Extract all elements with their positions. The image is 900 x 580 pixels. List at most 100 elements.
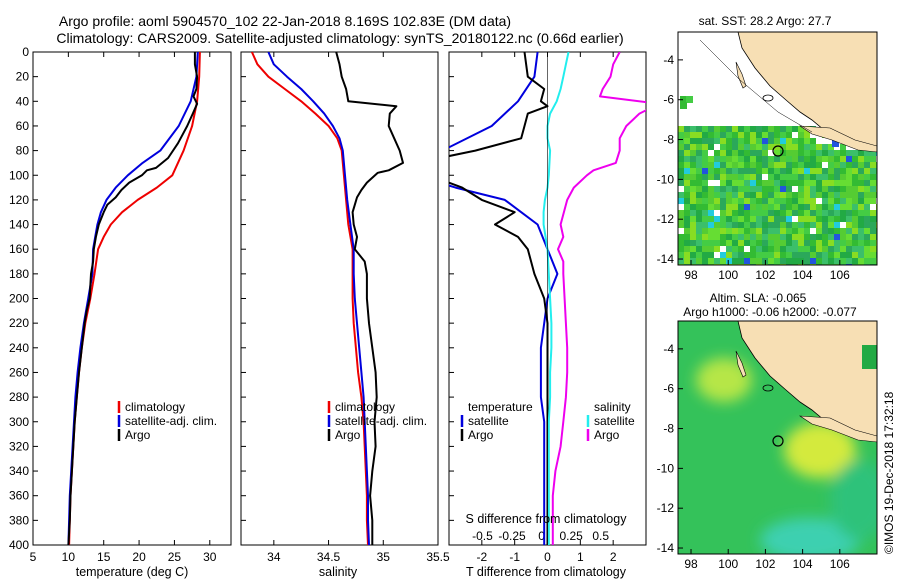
- sst-cell: [810, 156, 816, 162]
- sst-cell: [858, 204, 864, 210]
- sst-cell: [846, 162, 852, 168]
- sst-cell: [750, 240, 756, 246]
- sst-cell: [828, 228, 834, 234]
- sst-cell: [744, 174, 750, 180]
- sst-cell: [846, 192, 852, 198]
- x-tick-label: 1: [577, 550, 584, 564]
- sst-cell: [846, 258, 852, 264]
- sst-cell: [816, 168, 822, 174]
- sst-cell: [744, 150, 750, 156]
- sst-cell: [774, 126, 780, 132]
- sst-cell: [726, 234, 732, 240]
- sst-cell: [870, 186, 876, 192]
- sst-cell: [840, 192, 846, 198]
- sst-cell: [702, 144, 708, 150]
- sst-cell: [690, 210, 696, 216]
- sst-cell: [750, 246, 756, 252]
- sst-cell: [684, 234, 690, 240]
- sst-cell: [702, 156, 708, 162]
- x-tick-label: 15: [97, 550, 111, 564]
- legend-label-argo: Argo: [125, 428, 151, 442]
- y-tick-label: 60: [16, 119, 30, 133]
- sst-cell: [684, 174, 690, 180]
- sst-cell: [822, 168, 828, 174]
- sst-cell: [732, 246, 738, 252]
- sst-cell: [792, 258, 798, 264]
- sst-cell: [702, 174, 708, 180]
- sst-cell: [696, 180, 702, 186]
- sst-cell: [678, 204, 684, 210]
- sst-cell: [780, 156, 786, 162]
- sst-cell: [828, 246, 834, 252]
- sst-cell: [870, 228, 876, 234]
- map-y-tick-label: -4: [663, 342, 674, 356]
- sst-cell: [786, 258, 792, 264]
- x-tick-label: 0: [544, 550, 551, 564]
- sst-cell: [786, 168, 792, 174]
- sst-cell: [744, 246, 750, 252]
- sst-cell: [684, 252, 690, 258]
- temperature-series: [67, 52, 201, 545]
- sst-cell: [768, 168, 774, 174]
- sst-cell: [762, 168, 768, 174]
- sst-cell: [774, 234, 780, 240]
- sst-cell: [696, 132, 702, 138]
- sst-cell: [828, 210, 834, 216]
- sst-cell: [732, 228, 738, 234]
- sst-cell: [870, 252, 876, 258]
- sst-cell: [714, 126, 720, 132]
- sst-cell: [678, 180, 684, 186]
- sst-cell: [840, 216, 846, 222]
- sst-cell: [690, 198, 696, 204]
- sst-cell: [732, 210, 738, 216]
- sst-cell: [822, 156, 828, 162]
- sst-map: [678, 32, 877, 265]
- sst-cell: [720, 132, 726, 138]
- sst-cell: [684, 222, 690, 228]
- sst-cell: [810, 174, 816, 180]
- x2-tick-label: -0.25: [498, 529, 526, 543]
- sst-cell: [720, 216, 726, 222]
- sst-cell: [816, 174, 822, 180]
- sst-cell: [714, 216, 720, 222]
- sst-cell: [696, 252, 702, 258]
- sst-cell: [846, 198, 852, 204]
- difference-axis-ticks: -2 -1 0 1 2 -0.5 -0.25 0 0.25 0.5: [449, 51, 617, 564]
- sst-cell: [840, 246, 846, 252]
- sst-cell: [774, 258, 780, 264]
- sla-map-ticks: 98 100 102 104 106 -4 -6 -8 -10 -12 -14: [657, 342, 850, 571]
- sst-cell: [834, 252, 840, 258]
- sst-cell: [768, 222, 774, 228]
- sst-cell: [798, 156, 804, 162]
- sst-cell: [810, 180, 816, 186]
- sst-cell: [832, 140, 839, 147]
- sst-cell: [708, 222, 714, 228]
- sst-cell: [870, 210, 876, 216]
- sst-cell: [858, 222, 864, 228]
- sst-cell: [762, 228, 768, 234]
- y-tick-label: 200: [9, 292, 29, 306]
- sst-cell: [768, 174, 774, 180]
- sst-cell: [690, 252, 696, 258]
- y-tick-label: 380: [9, 513, 29, 527]
- sst-cell: [732, 132, 738, 138]
- x2-tick-label: 0.25: [559, 529, 583, 543]
- sst-cell: [768, 126, 774, 132]
- sst-cell: [762, 156, 768, 162]
- sst-cell: [690, 132, 696, 138]
- sst-cell: [690, 186, 696, 192]
- sst-cell: [678, 234, 684, 240]
- legend-label-climatology: climatology: [335, 400, 395, 414]
- y-tick-label: 260: [9, 365, 29, 379]
- sst-cell: [720, 192, 726, 198]
- sst-cell: [738, 228, 744, 234]
- temperature-legend: climatology satellite-adj. clim. Argo: [117, 400, 217, 442]
- sst-cell: [768, 234, 774, 240]
- sst-cell: [840, 144, 846, 150]
- sst-cell: [684, 126, 690, 132]
- sst-cell: [684, 150, 690, 156]
- sst-cell: [744, 144, 750, 150]
- sst-cell: [816, 186, 822, 192]
- sst-cell: [792, 246, 798, 252]
- sst-cell: [720, 168, 726, 174]
